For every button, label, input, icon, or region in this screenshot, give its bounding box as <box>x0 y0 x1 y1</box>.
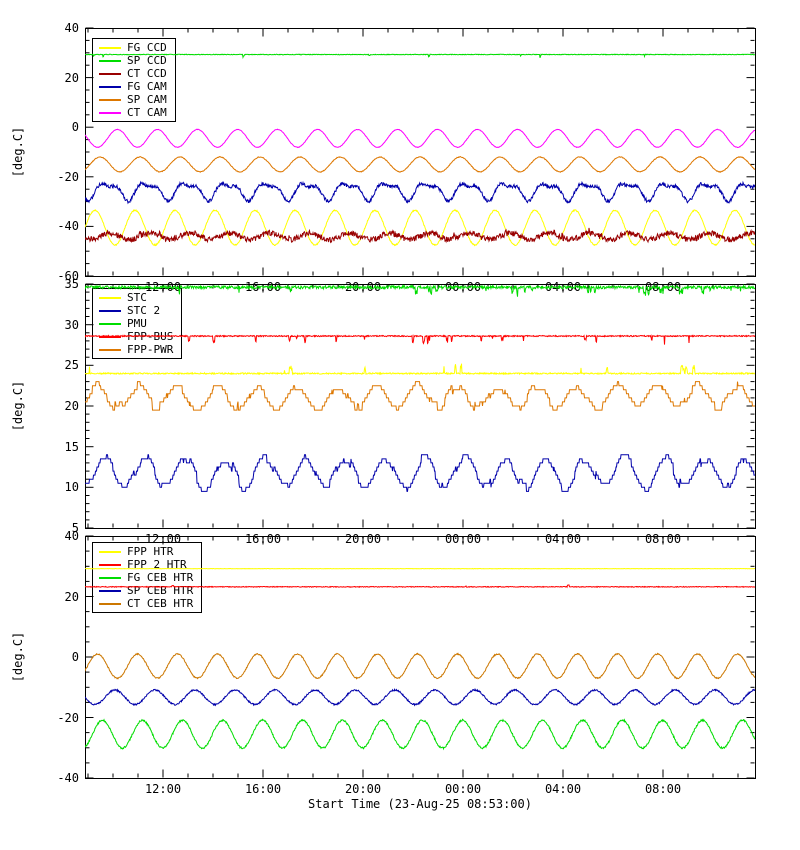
legend-line-swatch <box>99 589 121 592</box>
y-tick-label: 30 <box>64 318 79 332</box>
x-axis-title: Start Time (23-Aug-25 08:53:00) <box>308 797 532 811</box>
legend-item: SP CAM <box>99 93 167 106</box>
legend-line-swatch <box>99 72 121 75</box>
legend-line-swatch <box>99 563 121 566</box>
y-tick-label: 25 <box>64 358 79 372</box>
legend-label: FG CAM <box>127 80 167 93</box>
legend-item: FG CEB HTR <box>99 571 193 584</box>
legend-line-swatch <box>99 309 121 312</box>
x-tick-label: 04:00 <box>544 782 582 796</box>
legend-label: FPP-PWR <box>127 343 174 356</box>
x-tick-label: 16:00 <box>244 532 282 546</box>
y-tick-label: 20 <box>64 399 79 413</box>
legend-line-swatch <box>99 111 121 114</box>
y-axis-title: [deg.C] <box>11 380 25 432</box>
legend-label: FPP HTR <box>127 545 174 558</box>
x-tick-label: 20:00 <box>344 532 382 546</box>
legend-line-swatch <box>99 85 121 88</box>
legend-item: STC 2 <box>99 304 173 317</box>
legend-item: FPP HTR <box>99 545 193 558</box>
legend-label: CT CAM <box>127 106 167 119</box>
legend-label: FG CEB HTR <box>127 571 194 584</box>
legend-line-swatch <box>99 322 121 325</box>
legend-item: SP CCD <box>99 54 167 67</box>
y-tick-label: 5 <box>71 521 79 535</box>
legend-line-swatch <box>99 296 121 299</box>
x-tick-label: 04:00 <box>544 532 582 546</box>
legend-item: SP CEB HTR <box>99 584 193 597</box>
y-tick-label: 40 <box>64 21 79 35</box>
x-tick-label: 08:00 <box>644 532 682 546</box>
legend-line-swatch <box>99 602 121 605</box>
x-tick-label: 08:00 <box>644 782 682 796</box>
x-tick-label: 04:00 <box>544 280 582 294</box>
legend-label: STC 2 <box>127 304 161 317</box>
y-tick-label: -60 <box>57 269 79 283</box>
y-tick-label: 20 <box>64 590 79 604</box>
y-axis-title: [deg.C] <box>11 631 25 683</box>
legend-label: SP CAM <box>127 93 167 106</box>
y-tick-label: -40 <box>57 771 79 785</box>
legend-label: CT CEB HTR <box>127 597 194 610</box>
legend-box: FG CCD SP CCD CT CCD FG CAM SP CAM CT CAM <box>92 38 176 122</box>
x-tick-label: 00:00 <box>444 532 482 546</box>
x-tick-label: 00:00 <box>444 280 482 294</box>
y-tick-label: -40 <box>57 219 79 233</box>
legend-label: FPP-BUS <box>127 330 174 343</box>
y-tick-label: 0 <box>71 120 79 134</box>
legend-line-swatch <box>99 46 121 49</box>
x-tick-label: 20:00 <box>344 782 382 796</box>
legend-item: FPP-PWR <box>99 343 173 356</box>
y-tick-label: 20 <box>64 71 79 85</box>
legend-item: STC <box>99 291 173 304</box>
y-tick-label: 35 <box>64 277 79 291</box>
legend-item: FG CCD <box>99 41 167 54</box>
legend-line-swatch <box>99 576 121 579</box>
legend-line-swatch <box>99 335 121 338</box>
x-tick-label: 12:00 <box>144 782 182 796</box>
legend-line-swatch <box>99 98 121 101</box>
legend-label: STC <box>127 291 147 304</box>
y-tick-label: -20 <box>57 711 79 725</box>
x-tick-label: 16:00 <box>244 782 282 796</box>
legend-label: PMU <box>127 317 147 330</box>
legend-line-swatch <box>99 550 121 553</box>
y-tick-label: -20 <box>57 170 79 184</box>
y-tick-label: 15 <box>64 440 79 454</box>
legend-item: CT CCD <box>99 67 167 80</box>
legend-item: CT CAM <box>99 106 167 119</box>
legend-line-swatch <box>99 348 121 351</box>
legend-box: FPP HTR FPP 2 HTR FG CEB HTR SP CEB HTR CT C… <box>92 542 203 613</box>
y-tick-label: 10 <box>64 480 79 494</box>
y-tick-label: 0 <box>71 650 79 664</box>
legend-label: CT CCD <box>127 67 167 80</box>
legend-box: STC STC 2 PMU FPP-BUS FPP-PWR <box>92 288 183 359</box>
x-tick-label: 20:00 <box>344 280 382 294</box>
y-tick-label: 40 <box>64 529 79 543</box>
legend-item: FPP-BUS <box>99 330 173 343</box>
legend-line-swatch <box>99 59 121 62</box>
y-axis-title: [deg.C] <box>11 126 25 178</box>
legend-item: FPP 2 HTR <box>99 558 193 571</box>
x-tick-label: 00:00 <box>444 782 482 796</box>
legend-item: FG CAM <box>99 80 167 93</box>
legend-item: CT CEB HTR <box>99 597 193 610</box>
legend-item: PMU <box>99 317 173 330</box>
x-tick-label: 16:00 <box>244 280 282 294</box>
legend-label: FG CCD <box>127 41 167 54</box>
legend-label: FPP 2 HTR <box>127 558 187 571</box>
legend-label: SP CEB HTR <box>127 584 194 597</box>
legend-label: SP CCD <box>127 54 167 67</box>
x-tick-label: 08:00 <box>644 280 682 294</box>
